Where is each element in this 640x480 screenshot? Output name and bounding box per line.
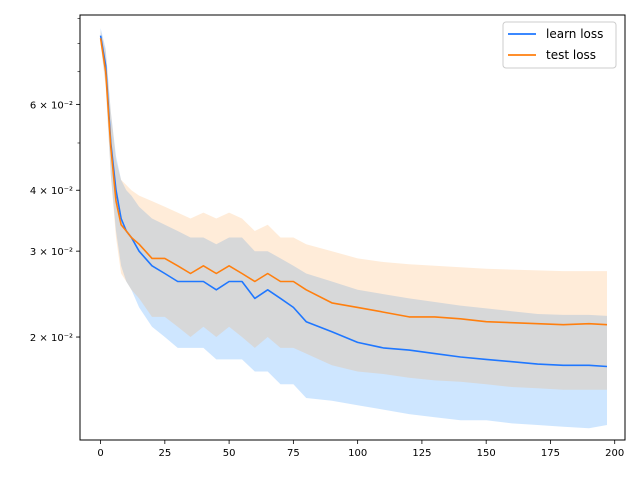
y-axis: 2 × 10⁻² 3 × 10⁻² 4 × 10⁻² 6 × 10⁻² xyxy=(30,18,80,344)
x-tick-label: 200 xyxy=(605,448,624,459)
x-tick-label: 25 xyxy=(158,448,171,459)
x-tick-label: 75 xyxy=(287,448,300,459)
test-loss-band xyxy=(100,30,607,390)
x-tick-label: 0 xyxy=(97,448,103,459)
x-tick-label: 100 xyxy=(348,448,367,459)
y-tick-label: 2 × 10⁻² xyxy=(30,333,73,344)
x-axis: 0 25 50 75 100 125 150 175 200 xyxy=(97,440,624,459)
y-tick-label: 6 × 10⁻² xyxy=(30,100,73,111)
x-tick-label: 50 xyxy=(223,448,236,459)
legend-label-learn-loss: learn loss xyxy=(546,27,603,41)
x-tick-label: 125 xyxy=(412,448,431,459)
y-tick-label: 4 × 10⁻² xyxy=(30,186,73,197)
test-loss-line xyxy=(99,38,608,326)
legend: learn loss test loss xyxy=(502,21,617,69)
learn-loss-band xyxy=(100,28,607,429)
x-tick-label: 150 xyxy=(477,448,496,459)
x-tick-label: 175 xyxy=(541,448,560,459)
legend-label-test-loss: test loss xyxy=(546,48,596,62)
plot-frame xyxy=(79,14,626,441)
series-lines xyxy=(99,35,608,368)
y-tick-label: 3 × 10⁻² xyxy=(30,247,73,258)
confidence-bands xyxy=(100,28,607,429)
